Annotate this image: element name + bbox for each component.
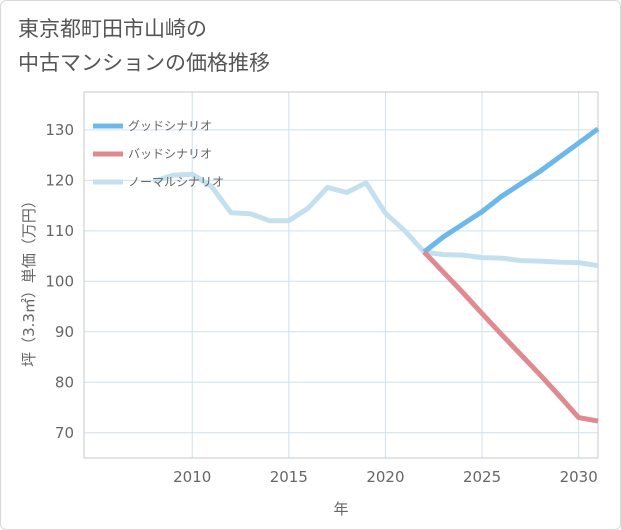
- x-tick-label: 2020: [366, 468, 404, 486]
- x-axis-ticks: 2010 2015 2020 2025 2030: [173, 468, 598, 486]
- series-layer: [152, 126, 600, 424]
- plot-area-border: [83, 91, 599, 459]
- x-axis-title: 年: [333, 500, 348, 518]
- y-axis-ticks: 70 80 90 100 110 120 130: [45, 121, 74, 442]
- y-tick-label: 80: [55, 373, 74, 391]
- x-tick-label: 2015: [270, 468, 308, 486]
- legend-label-1: バッドシナリオ: [128, 147, 212, 161]
- chart-title: 東京都町田市山崎の 中古マンションの価格推移: [18, 12, 598, 80]
- y-tick-label: 70: [55, 424, 74, 442]
- legend-label-0: グッドシナリオ: [128, 119, 212, 133]
- y-tick-label: 130: [45, 121, 74, 139]
- chart-title-line-2: 中古マンションの価格推移: [18, 51, 270, 75]
- grid: [84, 92, 598, 458]
- y-tick-label: 90: [55, 323, 74, 341]
- x-tick-label: 2030: [560, 468, 598, 486]
- y-tick-label: 120: [45, 171, 74, 189]
- series-line-2: [152, 171, 599, 269]
- y-axis-title: 坪（3.3㎡）単価（万円）: [20, 193, 38, 367]
- x-tick-label: 2010: [173, 468, 211, 486]
- y-tick-label: 110: [45, 222, 74, 240]
- series-line-1: [422, 250, 599, 424]
- series-line-0: [422, 126, 600, 254]
- legend-label-2: ノーマルシナリオ: [128, 175, 224, 189]
- y-tick-label: 100: [45, 272, 74, 290]
- chart-title-line-1: 東京都町田市山崎の: [18, 17, 207, 41]
- x-tick-label: 2025: [463, 468, 501, 486]
